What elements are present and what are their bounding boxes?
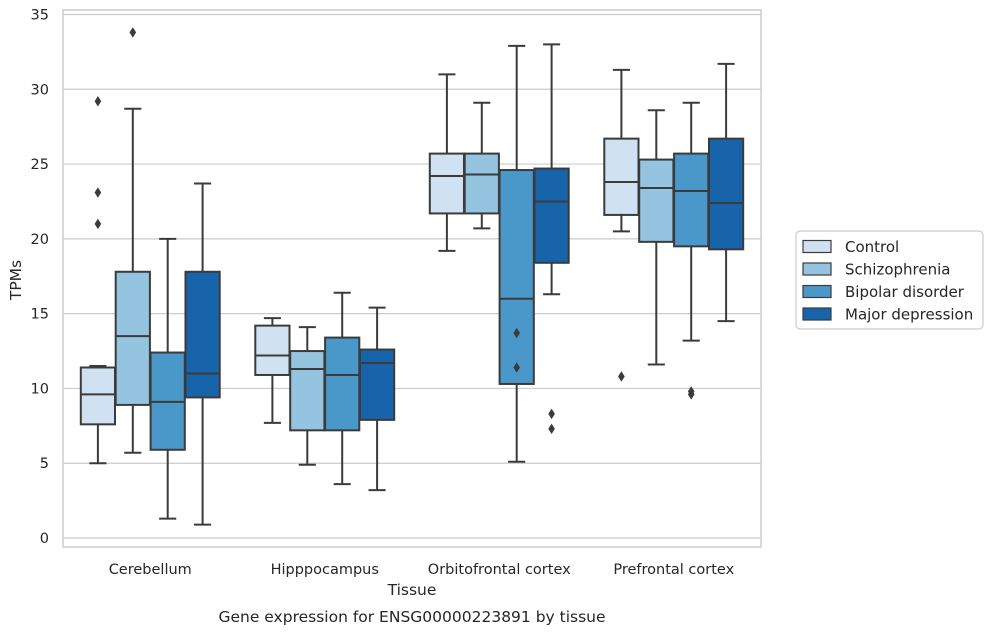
y-axis-ticks: 0 5 10 15 20 25 30 35 — [31, 7, 49, 547]
outlier-point — [513, 327, 521, 339]
box-bipolar-disorder — [324, 291, 361, 486]
box-major-depression — [533, 43, 570, 435]
iqr-box — [638, 158, 675, 243]
iqr-box — [324, 336, 361, 432]
iqr-box — [184, 270, 221, 399]
x-tick-label: Cerebellum — [109, 562, 192, 578]
legend-swatch — [802, 262, 832, 276]
plot-frame — [62, 9, 762, 548]
outlier-point — [548, 408, 555, 420]
iqr-box — [289, 350, 326, 432]
outlier-point — [548, 423, 555, 435]
iqr-box — [254, 324, 291, 376]
x-tick-label: Prefrontal cortex — [613, 562, 734, 578]
iqr-box — [114, 270, 151, 406]
legend-swatch — [802, 239, 832, 254]
box-bipolar-disorder — [498, 44, 535, 463]
plot-border — [62, 9, 762, 548]
box-schizophrenia — [638, 109, 675, 366]
y-tick-label: 20 — [31, 232, 49, 248]
legend-label: Major depression — [845, 306, 973, 324]
y-tick-label: 10 — [31, 381, 49, 397]
box-control — [603, 68, 640, 382]
outlier-point — [94, 96, 102, 107]
x-axis-title: Tissue — [387, 581, 437, 599]
iqr-box — [673, 152, 710, 248]
box-schizophrenia — [463, 101, 500, 230]
box-major-depression — [184, 182, 221, 526]
box-series — [79, 27, 745, 526]
iqr-box — [358, 348, 396, 421]
legend: Control Schizophrenia Bipolar disorder Majo… — [795, 230, 984, 330]
chart-caption: Gene expression for ENSG00000223891 by t… — [218, 608, 605, 626]
outlier-point — [618, 371, 625, 382]
y-tick-label: 0 — [40, 531, 49, 547]
y-tick-label: 5 — [40, 456, 49, 472]
box-schizophrenia — [114, 27, 151, 454]
x-axis-ticks: Cerebellum Hipppocampus Orbitofrontal cort… — [109, 562, 735, 578]
box-schizophrenia — [289, 326, 326, 466]
x-tick-label: Hipppocampus — [271, 562, 379, 578]
y-tick-label: 35 — [31, 7, 49, 23]
outlier-point — [94, 187, 102, 198]
legend-label: Schizophrenia — [845, 261, 950, 279]
y-tick-label: 25 — [31, 157, 49, 173]
legend-swatch — [802, 284, 832, 299]
iqr-box — [428, 152, 466, 215]
y-axis-title: TPMs — [7, 260, 25, 301]
box-control — [428, 73, 466, 252]
box-control — [254, 317, 291, 424]
box-bipolar-disorder — [673, 101, 710, 400]
y-tick-label: 30 — [31, 82, 49, 98]
iqr-box — [463, 152, 500, 215]
legend-box — [795, 230, 984, 330]
iqr-box — [707, 137, 745, 251]
outlier-point — [687, 386, 695, 397]
iqr-box — [498, 169, 535, 385]
outlier-point — [513, 362, 521, 373]
legend-swatch — [802, 307, 832, 321]
iqr-box — [533, 167, 570, 264]
outlier-point — [94, 218, 102, 230]
iqr-box — [603, 137, 640, 216]
legend-label: Bipolar disorder — [845, 283, 965, 301]
box-major-depression — [358, 306, 396, 492]
box-bipolar-disorder — [149, 237, 186, 520]
legend-label: Control — [845, 238, 899, 256]
outlier-point — [129, 27, 137, 38]
iqr-box — [79, 366, 117, 426]
box-control — [79, 96, 117, 465]
y-tick-label: 15 — [31, 307, 49, 323]
x-tick-label: Orbitofrontal cortex — [428, 562, 571, 578]
box-major-depression — [707, 62, 745, 323]
